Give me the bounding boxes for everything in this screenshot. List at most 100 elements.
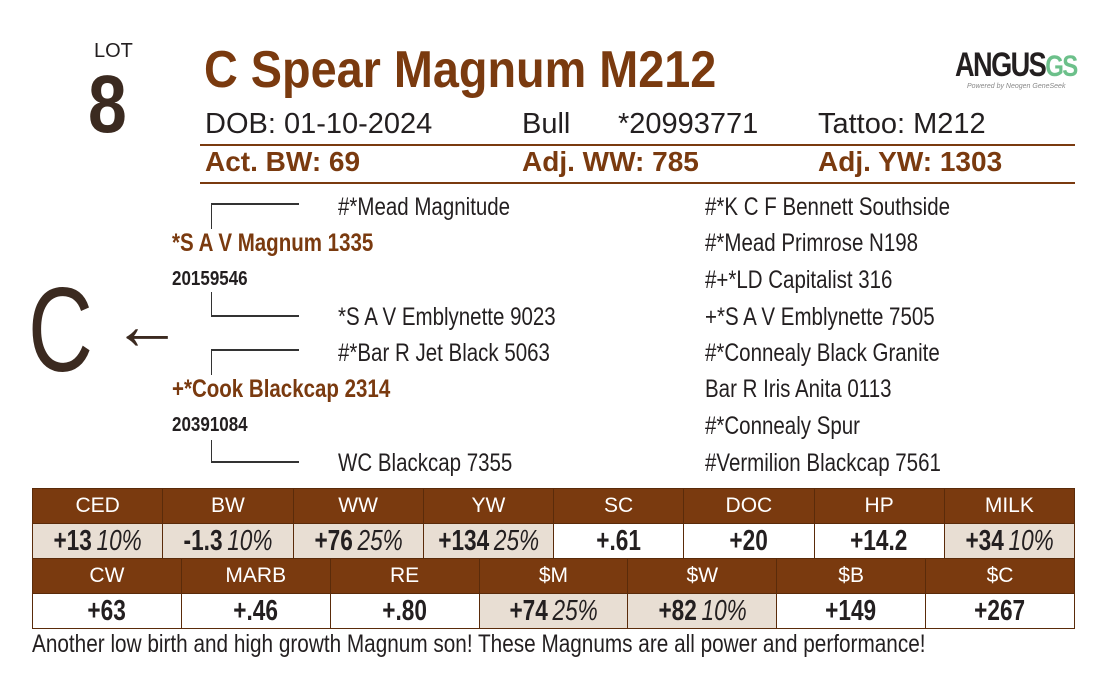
epd-value-cell: +.80 <box>329 593 480 629</box>
bracket <box>211 292 212 316</box>
epd-value-cell: +13 10% <box>31 523 164 559</box>
bracket <box>211 349 299 351</box>
adjusted-yw: Adj. YW: 1303 <box>818 146 1003 177</box>
tattoo: Tattoo: M212 <box>818 108 986 141</box>
epd-value-cell: +14.2 <box>813 523 945 559</box>
sire-name: *S A V Magnum 1335 <box>172 229 374 257</box>
bracket <box>211 440 212 462</box>
epd-label: DOC <box>683 488 815 524</box>
angus-gs-logo: ANGUSGS Powered by Neogen GeneSeek <box>955 46 1107 90</box>
lot-label: LOT <box>94 40 133 62</box>
epd-value-cell: +20 <box>683 523 815 559</box>
epd-table-1: CED BW WW YW SC DOC HP MILK +13 10% -1.3 10% +76 25% +… <box>31 488 1076 559</box>
epd-value: +14.2 <box>850 524 908 557</box>
third-gen-ancestor: #*K C F Bennett Southside <box>705 193 951 221</box>
epd-value-cell: +134 25% <box>422 523 555 559</box>
dam-dam: WC Blackcap 7355 <box>338 449 513 477</box>
epd-label: $C <box>925 558 1075 594</box>
epd-value: +149 <box>825 594 877 627</box>
adjusted-ww: Adj. WW: 785 <box>522 146 699 177</box>
marker-letter: C <box>28 263 94 397</box>
sex: Bull <box>522 108 571 140</box>
bracket <box>211 203 299 205</box>
sire-reg: 20159546 <box>172 268 248 290</box>
epd-percentile: 25% <box>357 524 403 557</box>
epd-label: HP <box>813 488 945 524</box>
bracket <box>211 203 212 229</box>
epd-label: WW <box>292 488 424 524</box>
epd-value-cell: +63 <box>32 593 182 629</box>
logo-main: ANGUS <box>955 46 1047 84</box>
epd-label: MILK <box>943 488 1076 524</box>
sire-sire: #*Mead Magnitude <box>338 193 511 221</box>
animal-name: C Spear Magnum M212 <box>204 41 717 99</box>
epd-value: +13 <box>53 524 92 557</box>
third-gen-ancestor: #*Mead Primrose N198 <box>705 229 919 257</box>
epd-value-cell: +76 25% <box>292 523 424 559</box>
tattoo-label: Tattoo: <box>818 108 906 140</box>
third-gen-ancestor: #*Connealy Black Granite <box>705 339 940 367</box>
epd-value: +63 <box>87 594 127 627</box>
epd-value-cell: -1.3 10% <box>162 523 294 559</box>
epd-label: SC <box>552 488 685 524</box>
third-gen-ancestor: Bar R Iris Anita 0113 <box>705 375 892 403</box>
epd-value-cell: +74 25% <box>478 593 629 629</box>
epd-percentile: 25% <box>493 524 539 557</box>
epd-percentile: 10% <box>96 524 142 557</box>
sire-dam: *S A V Emblynette 9023 <box>338 303 556 331</box>
epd-value: +74 <box>509 594 548 627</box>
dob-value: 01-10-2024 <box>283 108 433 140</box>
arrow-left-icon: ← <box>112 286 182 364</box>
logo-tagline: Powered by Neogen GeneSeek <box>967 83 1066 90</box>
epd-label: CW <box>32 558 182 594</box>
dam-name: +*Cook Blackcap 2314 <box>172 375 391 403</box>
epd-label: BW <box>162 488 294 524</box>
dob: DOB: 01-10-2024 <box>205 108 432 141</box>
epd-value-cell: +.46 <box>180 593 331 629</box>
dam-reg: 20391084 <box>172 414 248 436</box>
epd-percentile: 10% <box>1008 524 1054 557</box>
epd-label: CED <box>31 488 164 524</box>
epd-percentile: 10% <box>701 594 747 627</box>
epd-value-cell: +267 <box>925 593 1075 629</box>
dob-label: DOB: <box>205 108 276 140</box>
bracket <box>211 315 299 317</box>
divider <box>200 182 1075 184</box>
dam-sire: #*Bar R Jet Black 5063 <box>338 339 550 367</box>
actual-bw: Act. BW: 69 <box>205 146 361 177</box>
tattoo-value: M212 <box>913 108 986 140</box>
epd-value: +134 <box>437 524 489 557</box>
bracket <box>211 461 299 463</box>
third-gen-ancestor: +*S A V Emblynette 7505 <box>705 303 935 331</box>
epd-value: +82 <box>658 594 697 627</box>
registration-number: *20993771 <box>618 108 759 140</box>
epd-value: +76 <box>313 524 353 557</box>
epd-label: $W <box>627 558 778 594</box>
epd-value: +.61 <box>596 524 641 557</box>
third-gen-ancestor: #*Connealy Spur <box>705 412 860 440</box>
logo-suffix: GS <box>1045 50 1078 83</box>
epd-label: $B <box>776 558 927 594</box>
epd-value: +.46 <box>233 594 279 627</box>
epd-value: +.80 <box>382 594 427 627</box>
third-gen-ancestor: #+*LD Capitalist 316 <box>705 266 893 294</box>
epd-value: +267 <box>974 594 1026 627</box>
epd-value-cell: +149 <box>776 593 927 629</box>
epd-value-cell: +34 10% <box>943 523 1076 559</box>
epd-percentile: 25% <box>552 594 598 627</box>
epd-value: +20 <box>729 524 769 557</box>
epd-label: $M <box>478 558 629 594</box>
epd-value-cell: +.61 <box>552 523 685 559</box>
epd-value: -1.3 <box>183 524 223 557</box>
third-gen-ancestor: #Vermilion Blackcap 7561 <box>705 449 941 477</box>
epd-value: +34 <box>965 524 1004 557</box>
epd-value-cell: +82 10% <box>627 593 778 629</box>
epd-label: RE <box>329 558 480 594</box>
epd-label: MARB <box>180 558 331 594</box>
divider <box>200 144 1075 146</box>
comment: Another low birth and high growth Magnum… <box>32 630 926 658</box>
lot-number: 8 <box>88 59 127 150</box>
epd-label: YW <box>422 488 555 524</box>
epd-percentile: 10% <box>227 524 273 557</box>
bracket <box>211 349 212 375</box>
